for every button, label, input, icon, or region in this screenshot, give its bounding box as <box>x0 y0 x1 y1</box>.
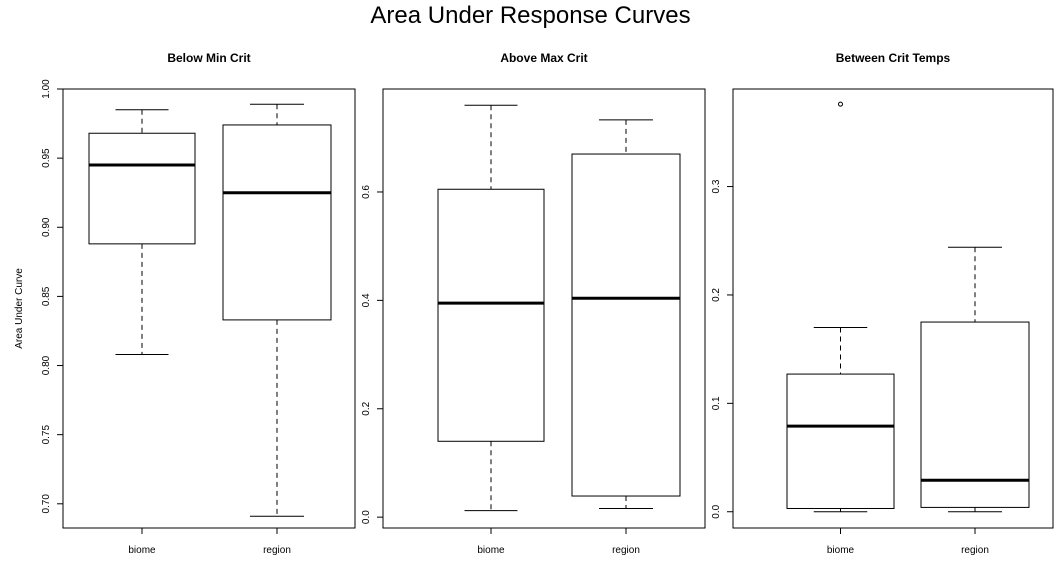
y-tick-label: 0.75 <box>41 425 52 445</box>
box-region <box>571 153 681 497</box>
x-tick-label: biome <box>827 545 855 556</box>
y-tick-label: 0.4 <box>361 293 372 307</box>
panel-title: Above Max Crit <box>500 51 587 65</box>
y-tick-label: 0.1 <box>711 396 722 410</box>
y-tick-label: 1.00 <box>41 79 52 99</box>
box-region <box>920 321 1030 508</box>
y-tick-label: 0.0 <box>711 504 722 518</box>
y-tick-label: 0.2 <box>361 401 372 415</box>
y-axis-label: Area Under Curve <box>14 268 25 349</box>
x-tick-label: region <box>263 545 291 556</box>
x-tick-label: region <box>612 545 640 556</box>
y-tick-label: 0.95 <box>41 148 52 168</box>
box-biome <box>437 188 545 442</box>
figure-title: Area Under Response Curves <box>370 2 691 29</box>
box-region <box>222 124 332 321</box>
x-tick-label: biome <box>128 545 156 556</box>
y-tick-label: 0.70 <box>41 494 52 514</box>
y-tick-label: 0.0 <box>361 510 372 524</box>
box-biome <box>786 373 895 509</box>
y-tick-label: 0.6 <box>361 185 372 199</box>
panel-title: Between Crit Temps <box>836 51 951 65</box>
y-tick-label: 0.2 <box>711 288 722 302</box>
y-tick-label: 0.90 <box>41 217 52 237</box>
x-tick-label: biome <box>477 545 505 556</box>
y-tick-label: 0.3 <box>711 179 722 193</box>
y-tick-label: 0.80 <box>41 355 52 375</box>
x-tick-label: region <box>961 545 989 556</box>
y-tick-label: 0.85 <box>41 286 52 306</box>
panel-title: Below Min Crit <box>167 51 250 65</box>
box-biome <box>88 132 196 245</box>
outlier-point <box>838 101 843 107</box>
